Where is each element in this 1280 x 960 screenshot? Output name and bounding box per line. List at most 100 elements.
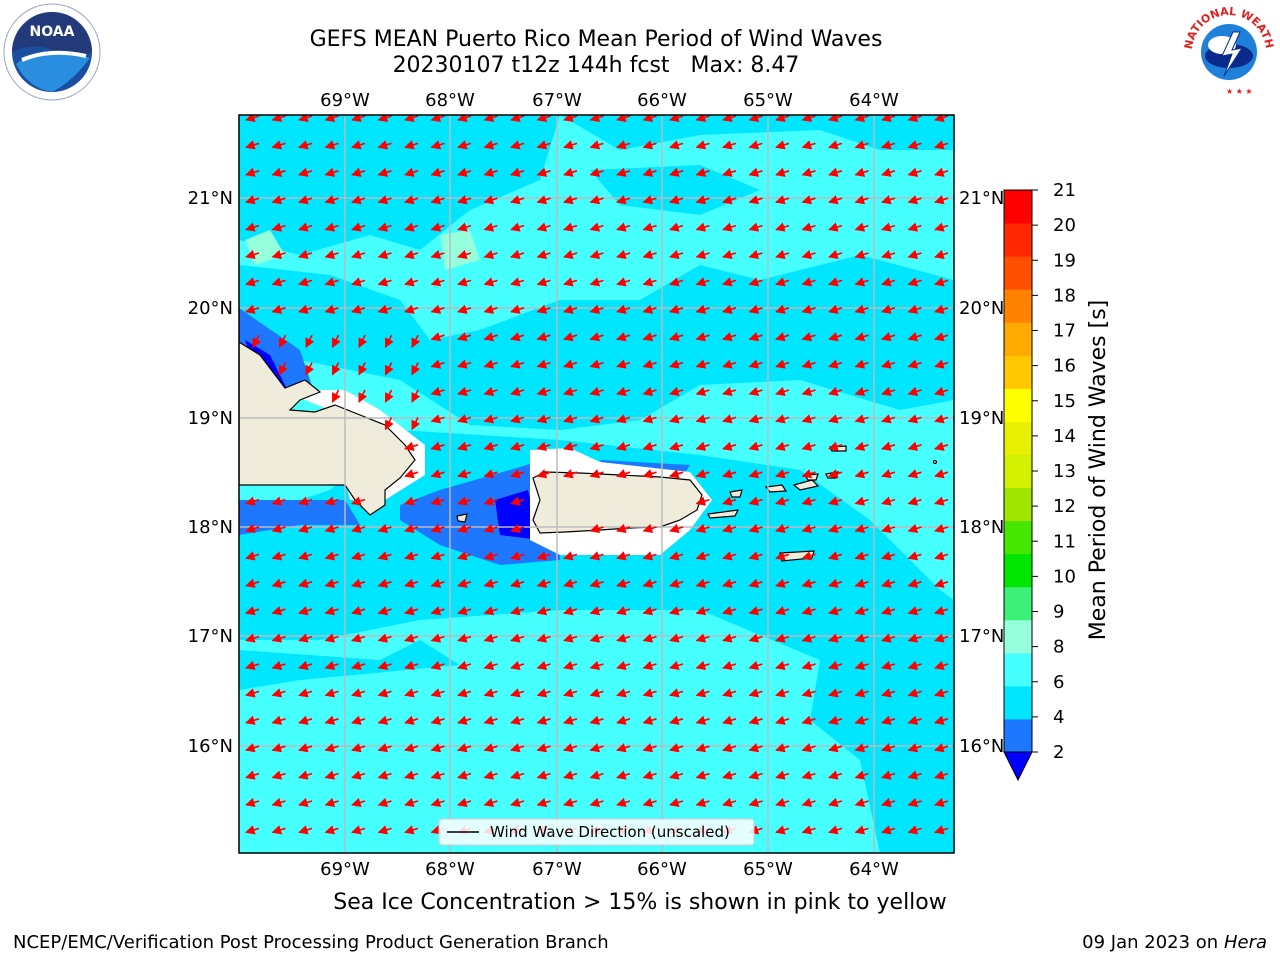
wave-direction-arrow — [854, 222, 869, 232]
wave-direction-arrow — [934, 688, 949, 698]
map-legend: Wind Wave Direction (unscaled) — [438, 818, 755, 846]
wave-direction-arrow — [828, 797, 843, 808]
wave-direction-arrow — [801, 414, 816, 424]
wave-direction-arrow — [245, 523, 260, 534]
wave-direction-arrow — [881, 743, 896, 753]
wave-direction-arrow — [457, 797, 472, 808]
colorbar-segment — [1004, 487, 1032, 522]
wave-direction-arrow — [536, 715, 551, 725]
wave-direction-arrow — [828, 660, 843, 671]
wave-direction-arrow — [411, 334, 421, 349]
wave-direction-arrow — [377, 688, 392, 698]
wave-direction-arrow — [854, 743, 869, 753]
wave-direction-arrow — [907, 469, 922, 479]
wave-direction-arrow — [616, 222, 631, 232]
wave-direction-arrow — [483, 770, 498, 780]
lon-bottom-64: 64°W — [849, 859, 899, 880]
wave-direction-arrow — [430, 414, 445, 424]
wave-direction-arrow — [377, 140, 392, 150]
wave-direction-arrow — [483, 715, 498, 725]
wave-direction-arrow — [881, 304, 896, 314]
wave-direction-arrow — [775, 332, 790, 342]
wave-direction-arrow — [907, 222, 922, 232]
wave-direction-arrow — [881, 606, 896, 616]
max-label: Max: 8.47 — [690, 53, 800, 78]
wave-direction-arrow — [775, 633, 790, 643]
wave-direction-arrow — [642, 222, 657, 232]
wave-direction-arrow — [483, 140, 498, 150]
colorbar-segment — [1004, 454, 1032, 489]
wave-direction-arrow — [616, 606, 631, 616]
wave-direction-arrow — [271, 551, 286, 561]
wave-direction-arrow — [854, 140, 869, 150]
colorbar-tick-label: 8 — [1053, 637, 1064, 658]
wave-direction-arrow — [430, 304, 445, 314]
wave-direction-arrow — [457, 743, 472, 753]
wave-direction-arrow — [563, 688, 578, 698]
wave-direction-arrow — [722, 496, 737, 506]
wave-direction-arrow — [377, 825, 392, 835]
wave-direction-arrow — [854, 660, 869, 671]
wave-direction-arrow — [430, 441, 445, 451]
wave-direction-arrow — [457, 551, 472, 561]
wave-direction-arrow — [907, 770, 922, 780]
colorbar-tick-label: 17 — [1053, 321, 1076, 342]
wave-direction-arrow — [642, 414, 657, 424]
wave-direction-arrow — [510, 496, 525, 506]
wave-direction-arrow — [430, 195, 445, 205]
wave-direction-arrow — [722, 469, 737, 479]
wave-direction-arrow — [324, 523, 339, 534]
wave-direction-arrow — [695, 496, 710, 506]
wave-direction-arrow — [377, 770, 392, 780]
wave-direction-arrow — [907, 441, 922, 451]
wave-direction-arrow — [324, 606, 339, 616]
wave-direction-arrow — [510, 140, 525, 150]
wave-direction-arrow — [722, 606, 737, 616]
wave-direction-arrow — [854, 797, 869, 808]
wave-direction-arrow — [324, 277, 339, 287]
wave-direction-arrow — [828, 715, 843, 725]
wave-direction-arrow — [669, 523, 684, 534]
lon-top-64: 64°W — [849, 90, 899, 111]
colorbar-tick-label: 4 — [1053, 707, 1064, 728]
wave-direction-arrow — [245, 195, 260, 205]
wave-direction-arrow — [404, 115, 419, 123]
wave-direction-arrow — [748, 797, 763, 808]
wave-direction-arrow — [457, 304, 472, 314]
wave-direction-arrow — [298, 688, 313, 698]
wave-direction-arrow — [510, 359, 525, 369]
wave-direction-arrow — [298, 633, 313, 643]
wave-direction-arrow — [563, 660, 578, 671]
colorbar-tick-label: 12 — [1053, 496, 1076, 517]
wave-direction-arrow — [510, 770, 525, 780]
wave-direction-arrow — [748, 523, 763, 534]
wave-direction-arrow — [828, 414, 843, 424]
wave-direction-arrow — [616, 578, 631, 588]
wave-direction-arrow — [271, 277, 286, 287]
lat-right-18: 18°N — [959, 517, 1004, 538]
wave-direction-arrow — [331, 334, 341, 349]
wave-direction-arrow — [278, 362, 288, 376]
wave-direction-arrow — [271, 743, 286, 753]
wave-direction-arrow — [430, 606, 445, 616]
colorbar-tick-label: 13 — [1053, 461, 1076, 482]
wave-direction-arrow — [536, 633, 551, 643]
wave-direction-arrow — [695, 441, 710, 451]
wave-direction-arrow — [298, 167, 313, 177]
wave-direction-arrow — [828, 115, 843, 123]
wave-direction-arrow — [457, 277, 472, 287]
wave-direction-arrow — [245, 222, 260, 232]
wave-direction-arrow — [934, 797, 949, 808]
wave-direction-arrow — [483, 551, 498, 561]
wave-direction-arrow — [934, 715, 949, 725]
wave-direction-arrow — [536, 743, 551, 753]
wave-direction-arrow — [245, 715, 260, 725]
wave-direction-arrow — [324, 140, 339, 150]
wave-direction-arrow — [642, 523, 657, 534]
wave-direction-arrow — [642, 441, 657, 451]
wave-direction-arrow — [430, 551, 445, 561]
wave-direction-arrow — [695, 167, 710, 177]
colorbar-segment — [1004, 322, 1032, 356]
lon-top-67: 67°W — [532, 90, 582, 111]
wave-direction-arrow — [748, 469, 763, 479]
